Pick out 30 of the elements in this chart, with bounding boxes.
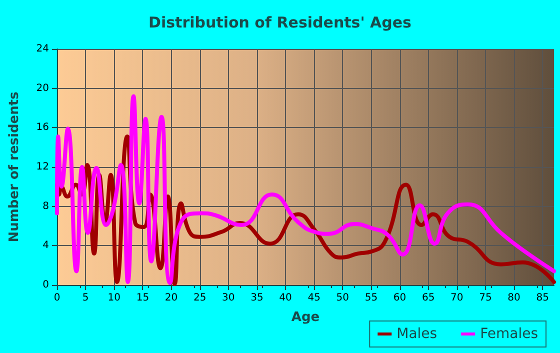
y-axis-title: Number of residents xyxy=(7,91,22,242)
y-tick-label: 12 xyxy=(36,162,49,172)
legend-label: Males xyxy=(396,326,438,342)
x-tick-label: 55 xyxy=(364,292,378,304)
x-axis-title: Age xyxy=(291,310,320,325)
x-tick-label: 35 xyxy=(250,292,264,304)
x-tick-label: 80 xyxy=(508,292,520,304)
chart-title: Distribution of Residents' Ages xyxy=(148,14,412,32)
x-tick-label: 40 xyxy=(279,292,292,304)
y-tick-label: 20 xyxy=(36,82,49,94)
x-tick-label: 5 xyxy=(82,292,89,304)
x-tick-label: 20 xyxy=(164,292,178,304)
x-tick-label: 25 xyxy=(193,292,206,304)
y-tick-label: 24 xyxy=(36,44,49,54)
x-tick-label: 75 xyxy=(479,292,492,304)
x-tick-label: 15 xyxy=(136,292,150,304)
y-tick-label: 8 xyxy=(42,200,49,212)
x-tick-label: 45 xyxy=(308,292,320,304)
x-tick-label: 50 xyxy=(336,292,349,304)
x-tick-label: 30 xyxy=(222,292,235,304)
x-tick-label: 0 xyxy=(54,292,60,304)
y-tick-label: 4 xyxy=(42,240,49,252)
legend-label: Females xyxy=(480,326,538,342)
x-tick-label: 60 xyxy=(393,292,406,304)
y-tick-label: 16 xyxy=(36,122,49,134)
x-tick-label: 10 xyxy=(108,292,120,304)
y-tick-label: 0 xyxy=(42,280,49,290)
x-tick-label: 70 xyxy=(450,292,464,304)
x-tick-label: 85 xyxy=(536,292,549,304)
x-tick-label: 65 xyxy=(422,292,435,304)
